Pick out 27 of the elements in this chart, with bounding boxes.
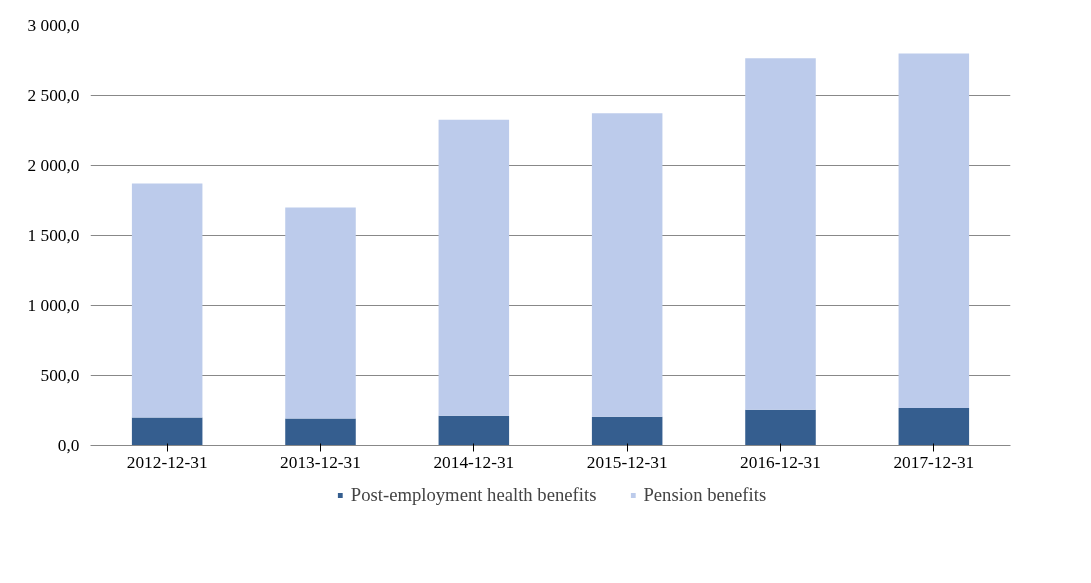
x-tick-label: 2014-12-31 xyxy=(433,452,515,472)
y-tick-label: 1 500,0 xyxy=(27,226,80,245)
x-tick-label: 2012-12-31 xyxy=(126,452,208,472)
legend-label: Post-employment health benefits xyxy=(350,484,597,506)
x-tick-label: 2013-12-31 xyxy=(280,452,361,472)
x-tick-label: 2015-12-31 xyxy=(586,452,668,472)
legend-label: Pension benefits xyxy=(643,484,767,506)
bar xyxy=(131,183,203,418)
y-tick-label: 3 000,0 xyxy=(27,16,80,35)
bar xyxy=(438,119,510,416)
bar xyxy=(591,416,663,446)
y-tick-label: 0,0 xyxy=(57,436,80,455)
bar xyxy=(745,409,816,446)
bar xyxy=(131,417,203,446)
x-tick-label: 2017-12-31 xyxy=(893,452,975,472)
y-tick-label: 2 500,0 xyxy=(27,86,80,105)
x-tick-label: 2016-12-31 xyxy=(740,452,821,472)
y-tick-label: 500,0 xyxy=(40,366,80,385)
y-tick-label: 1 000,0 xyxy=(27,296,80,315)
bar xyxy=(591,113,663,417)
bar xyxy=(285,207,356,419)
bar xyxy=(745,58,816,410)
bar xyxy=(285,418,356,446)
bar xyxy=(438,415,510,446)
bar xyxy=(898,53,970,408)
y-tick-label: 2 000,0 xyxy=(27,156,80,175)
bar xyxy=(898,407,970,446)
